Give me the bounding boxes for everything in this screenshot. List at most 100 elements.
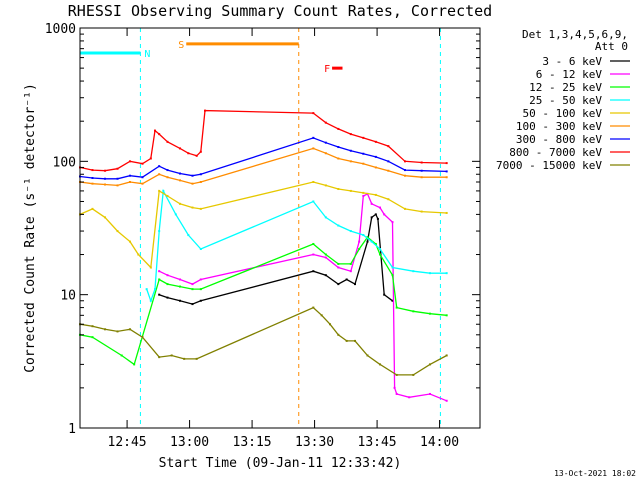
series-point-800-7000-kev <box>154 129 156 132</box>
series-point-25-50-kev <box>187 234 190 237</box>
series-point-12-25-kev <box>337 262 340 265</box>
series-point-50-100-kev <box>312 180 315 183</box>
series-point-800-7000-kev <box>104 169 106 172</box>
series-point-300-800-kev <box>349 149 352 152</box>
series-point-800-7000-kev <box>337 127 340 130</box>
series-point-7000-15000-kev <box>379 363 381 366</box>
series-point-50-100-kev <box>362 191 365 194</box>
series-point-50-100-kev <box>129 240 131 243</box>
series-point-800-7000-kev <box>195 154 198 157</box>
annotation-n-label: N <box>144 49 150 60</box>
series-point-3-6-kev <box>370 216 373 219</box>
series-point-3-6-kev <box>166 296 169 299</box>
legend-label: 50 - 100 keV <box>523 107 603 120</box>
series-point-800-7000-kev <box>204 109 206 112</box>
series-point-12-25-kev <box>445 314 448 317</box>
legend-label: 100 - 300 keV <box>516 120 602 133</box>
series-point-12-25-kev <box>412 310 415 313</box>
series-point-100-300-kev <box>191 182 194 185</box>
series-point-12-25-kev <box>166 283 169 286</box>
series-point-6-12-kev <box>370 202 373 205</box>
series-point-300-800-kev <box>141 176 144 179</box>
series-point-7000-15000-kev <box>366 354 369 357</box>
series-point-6-12-kev <box>379 206 381 209</box>
series-point-3-6-kev <box>179 299 181 302</box>
series-point-100-300-kev <box>445 176 448 179</box>
legend-label: 300 - 800 keV <box>516 133 602 146</box>
x-axis-label: Start Time (09-Jan-11 12:33:42) <box>159 456 402 471</box>
plot-frame <box>79 27 481 429</box>
series-line-300-800-kev <box>79 137 447 180</box>
series-point-7000-15000-kev <box>104 328 106 331</box>
series-point-12-25-kev <box>324 253 327 256</box>
series-point-6-12-kev <box>191 283 194 286</box>
y-tick-label: 1 <box>68 422 76 437</box>
series-point-7000-15000-kev <box>354 339 356 342</box>
series-point-50-100-kev <box>445 211 448 214</box>
series-point-3-6-kev <box>199 299 202 302</box>
series-line-800-7000-kev <box>79 109 447 172</box>
series-point-6-12-kev <box>362 194 365 197</box>
series-point-25-50-kev <box>174 213 177 216</box>
series-point-6-12-kev <box>199 278 202 281</box>
series-point-300-800-kev <box>324 141 327 144</box>
series-point-3-6-kev <box>345 278 348 281</box>
series-point-7000-15000-kev <box>116 330 119 333</box>
series-point-6-12-kev <box>337 266 340 269</box>
series-point-50-100-kev <box>149 266 152 269</box>
series-line-6-12-kev <box>158 193 447 402</box>
series-point-100-300-kev <box>158 173 161 176</box>
series-point-100-300-kev <box>349 160 352 163</box>
x-tick-label: 13:45 <box>358 435 397 450</box>
series-point-300-800-kev <box>312 136 315 139</box>
x-tick-label: 13:30 <box>295 435 334 450</box>
series-point-7000-15000-kev <box>320 314 323 317</box>
series-point-100-300-kev <box>324 152 327 155</box>
series-point-800-7000-kev <box>187 152 190 155</box>
series-point-3-6-kev <box>312 270 315 273</box>
series-point-800-7000-kev <box>420 161 423 164</box>
series-point-3-6-kev <box>374 213 377 216</box>
series-point-800-7000-kev <box>404 160 406 163</box>
legend-header: Det 1,3,4,5,6,9, <box>522 28 628 41</box>
series-point-6-12-kev <box>324 256 327 259</box>
series-point-800-7000-kev <box>166 140 169 143</box>
series-point-25-50-kev <box>429 272 431 275</box>
series-point-25-50-kev <box>412 270 415 273</box>
series-point-50-100-kev <box>158 189 161 192</box>
series-point-800-7000-kev <box>199 150 202 153</box>
y-axis-label: Corrected Count Rate (s⁻¹ detector⁻¹) <box>23 83 38 373</box>
series-point-300-800-kev <box>129 174 131 177</box>
series-point-100-300-kev <box>420 176 423 179</box>
series-point-12-25-kev <box>133 363 136 366</box>
series-point-300-800-kev <box>104 177 106 180</box>
series-point-12-25-kev <box>429 312 431 315</box>
series-point-100-300-kev <box>179 179 181 182</box>
series-point-7000-15000-kev <box>329 323 331 326</box>
series-point-7000-15000-kev <box>183 357 186 360</box>
series-point-800-7000-kev <box>129 160 131 163</box>
series-point-3-6-kev <box>324 274 327 277</box>
series-point-6-12-kev <box>395 392 398 395</box>
series-point-100-300-kev <box>312 147 315 150</box>
legend-header: Att 0 <box>595 40 628 53</box>
series-point-12-25-kev <box>191 288 194 291</box>
series-point-7000-15000-kev <box>345 339 348 342</box>
series-point-25-50-kev <box>349 230 352 233</box>
series-point-12-25-kev <box>366 236 369 239</box>
series-point-100-300-kev <box>362 162 365 165</box>
plot-area: N S F <box>79 28 448 428</box>
series-point-50-100-kev <box>179 202 181 205</box>
series-point-300-800-kev <box>420 169 423 172</box>
series-point-25-50-kev <box>324 216 327 219</box>
series-point-50-100-kev <box>404 207 406 210</box>
series-point-50-100-kev <box>349 189 352 192</box>
series-point-7000-15000-kev <box>445 354 448 357</box>
series-point-3-6-kev <box>354 283 356 286</box>
series-point-100-300-kev <box>91 182 94 185</box>
series-point-50-100-kev <box>420 210 423 213</box>
series-point-800-7000-kev <box>374 140 377 143</box>
series-point-25-50-kev <box>199 248 202 251</box>
series-point-100-300-kev <box>104 183 106 186</box>
y-tick-label: 100 <box>53 155 76 170</box>
